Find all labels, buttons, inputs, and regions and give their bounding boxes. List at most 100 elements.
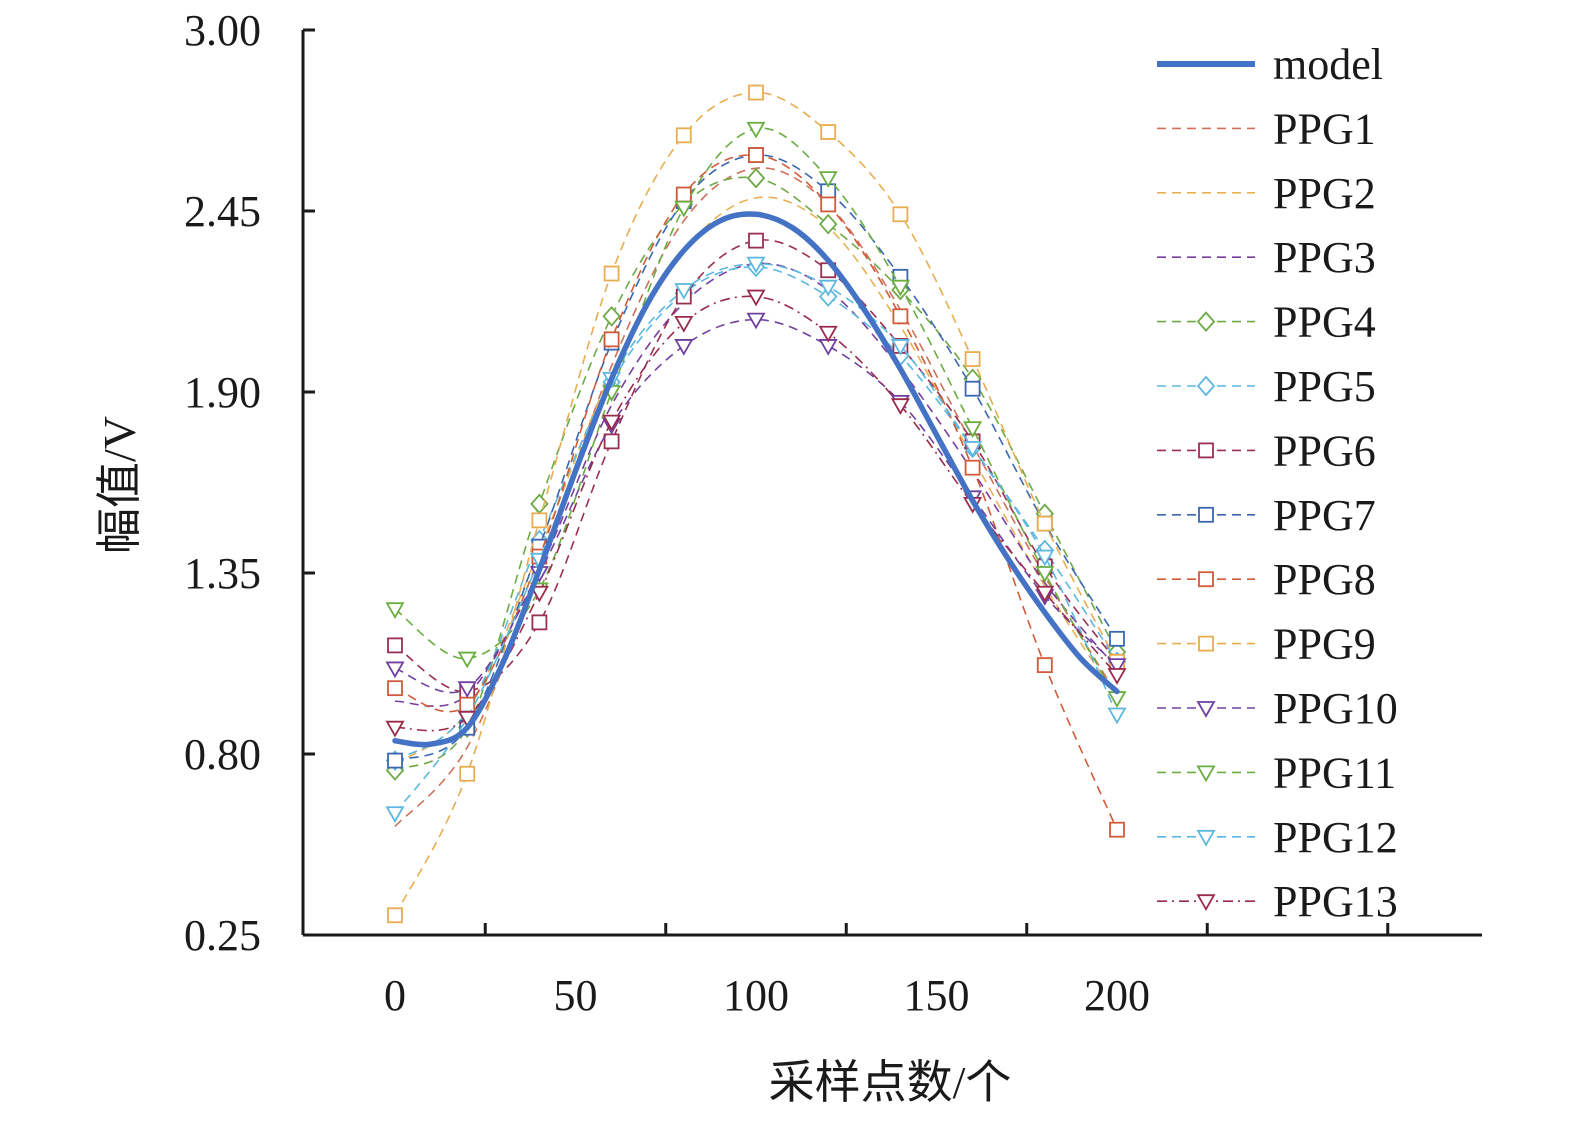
series-layer bbox=[385, 84, 1127, 924]
legend-entry-ppg12: PPG12 bbox=[1157, 813, 1398, 862]
legend-marker bbox=[1196, 894, 1216, 912]
legend-marker bbox=[1198, 571, 1214, 588]
legend-label: PPG10 bbox=[1273, 684, 1398, 733]
data-point bbox=[459, 696, 476, 713]
data-point bbox=[1109, 630, 1125, 647]
data-point bbox=[531, 512, 548, 529]
data-point bbox=[1107, 668, 1127, 685]
data-point bbox=[746, 167, 766, 189]
series-ppg1 bbox=[394, 167, 1118, 827]
legend-label: PPG11 bbox=[1273, 748, 1396, 797]
data-point bbox=[387, 907, 403, 924]
legend-label: PPG1 bbox=[1273, 104, 1376, 153]
data-point bbox=[457, 681, 477, 698]
series-line bbox=[394, 167, 1118, 827]
data-point bbox=[387, 752, 403, 769]
series-line bbox=[394, 318, 1118, 694]
y-tick-label: 0.25 bbox=[184, 911, 261, 960]
series-line bbox=[394, 295, 1118, 732]
data-point bbox=[1107, 707, 1127, 725]
y-tick-label: 0.80 bbox=[184, 730, 261, 779]
series-ppg11 bbox=[385, 121, 1127, 708]
data-point bbox=[1036, 515, 1053, 532]
legend-marker bbox=[1196, 311, 1216, 332]
x-tick-label: 0 bbox=[384, 971, 406, 1020]
data-point bbox=[748, 84, 764, 101]
y-axis-title: 幅值/V bbox=[94, 416, 145, 554]
data-point bbox=[603, 265, 620, 282]
data-point bbox=[746, 121, 766, 139]
data-point bbox=[1035, 566, 1055, 583]
data-point bbox=[531, 614, 548, 631]
data-point bbox=[459, 765, 476, 782]
data-point bbox=[1035, 549, 1055, 567]
data-point bbox=[674, 315, 694, 333]
series-line bbox=[394, 176, 1118, 772]
data-point bbox=[675, 186, 692, 203]
data-point bbox=[385, 720, 405, 738]
series-line bbox=[394, 262, 1118, 814]
data-point bbox=[963, 421, 983, 439]
data-point bbox=[387, 680, 403, 697]
legend-label: PPG6 bbox=[1273, 426, 1376, 475]
data-point bbox=[602, 414, 622, 432]
legend-entry-ppg11: PPG11 bbox=[1157, 748, 1396, 797]
legend-label: PPG2 bbox=[1273, 169, 1376, 218]
legend-entry-ppg13: PPG13 bbox=[1157, 877, 1398, 926]
data-point bbox=[746, 289, 766, 307]
legend-label: PPG8 bbox=[1273, 555, 1376, 604]
series-line bbox=[394, 154, 1118, 831]
data-point bbox=[385, 602, 405, 620]
legend-entry-model: model bbox=[1157, 40, 1383, 89]
data-point bbox=[385, 806, 405, 824]
data-point bbox=[674, 283, 694, 300]
legend-label: PPG5 bbox=[1273, 362, 1376, 411]
data-point bbox=[530, 493, 549, 515]
y-tick-label: 2.45 bbox=[184, 187, 261, 236]
legend-label: PPG13 bbox=[1273, 877, 1398, 926]
series-ppg2 bbox=[394, 196, 1118, 765]
legend-marker bbox=[1196, 829, 1216, 847]
legend-label: PPG12 bbox=[1273, 813, 1398, 862]
y-tick-label: 3.00 bbox=[184, 6, 261, 55]
legend-entry-ppg5: PPG5 bbox=[1157, 362, 1376, 411]
data-point bbox=[818, 325, 838, 343]
data-point bbox=[818, 279, 838, 297]
legend-entry-ppg8: PPG8 bbox=[1157, 555, 1376, 604]
legend-entry-ppg9: PPG9 bbox=[1157, 620, 1376, 669]
x-ticks: 0 50 100 150 200 bbox=[384, 923, 1390, 1020]
data-point bbox=[746, 256, 766, 274]
series-line bbox=[394, 266, 1118, 762]
data-point bbox=[529, 585, 549, 603]
y-tick-label: 1.35 bbox=[184, 549, 261, 598]
series-ppg9 bbox=[387, 84, 1125, 924]
legend-entry-ppg3: PPG3 bbox=[1157, 233, 1376, 282]
x-tick-label: 50 bbox=[554, 971, 598, 1020]
data-point bbox=[457, 651, 477, 669]
legend-entry-ppg7: PPG7 bbox=[1157, 491, 1376, 540]
series-line bbox=[394, 91, 1118, 916]
data-point bbox=[674, 200, 694, 218]
data-point bbox=[963, 441, 983, 458]
x-tick-label: 200 bbox=[1084, 971, 1150, 1020]
series-ppg3 bbox=[394, 262, 1118, 708]
x-tick-label: 100 bbox=[723, 971, 789, 1020]
data-point bbox=[818, 213, 838, 235]
data-point bbox=[1107, 658, 1127, 675]
data-point bbox=[387, 637, 403, 654]
legend-marker bbox=[1198, 506, 1214, 523]
data-point bbox=[890, 339, 910, 356]
data-point bbox=[748, 232, 764, 249]
data-point bbox=[748, 147, 764, 163]
data-point bbox=[818, 171, 838, 188]
data-point bbox=[1109, 821, 1125, 838]
data-point bbox=[603, 433, 620, 450]
model-layer bbox=[392, 211, 1120, 748]
data-point bbox=[964, 459, 981, 476]
data-point bbox=[818, 286, 838, 307]
legend-entry-ppg10: PPG10 bbox=[1157, 684, 1398, 733]
data-point bbox=[964, 380, 981, 397]
data-point bbox=[675, 127, 692, 144]
series-line bbox=[394, 262, 1118, 708]
